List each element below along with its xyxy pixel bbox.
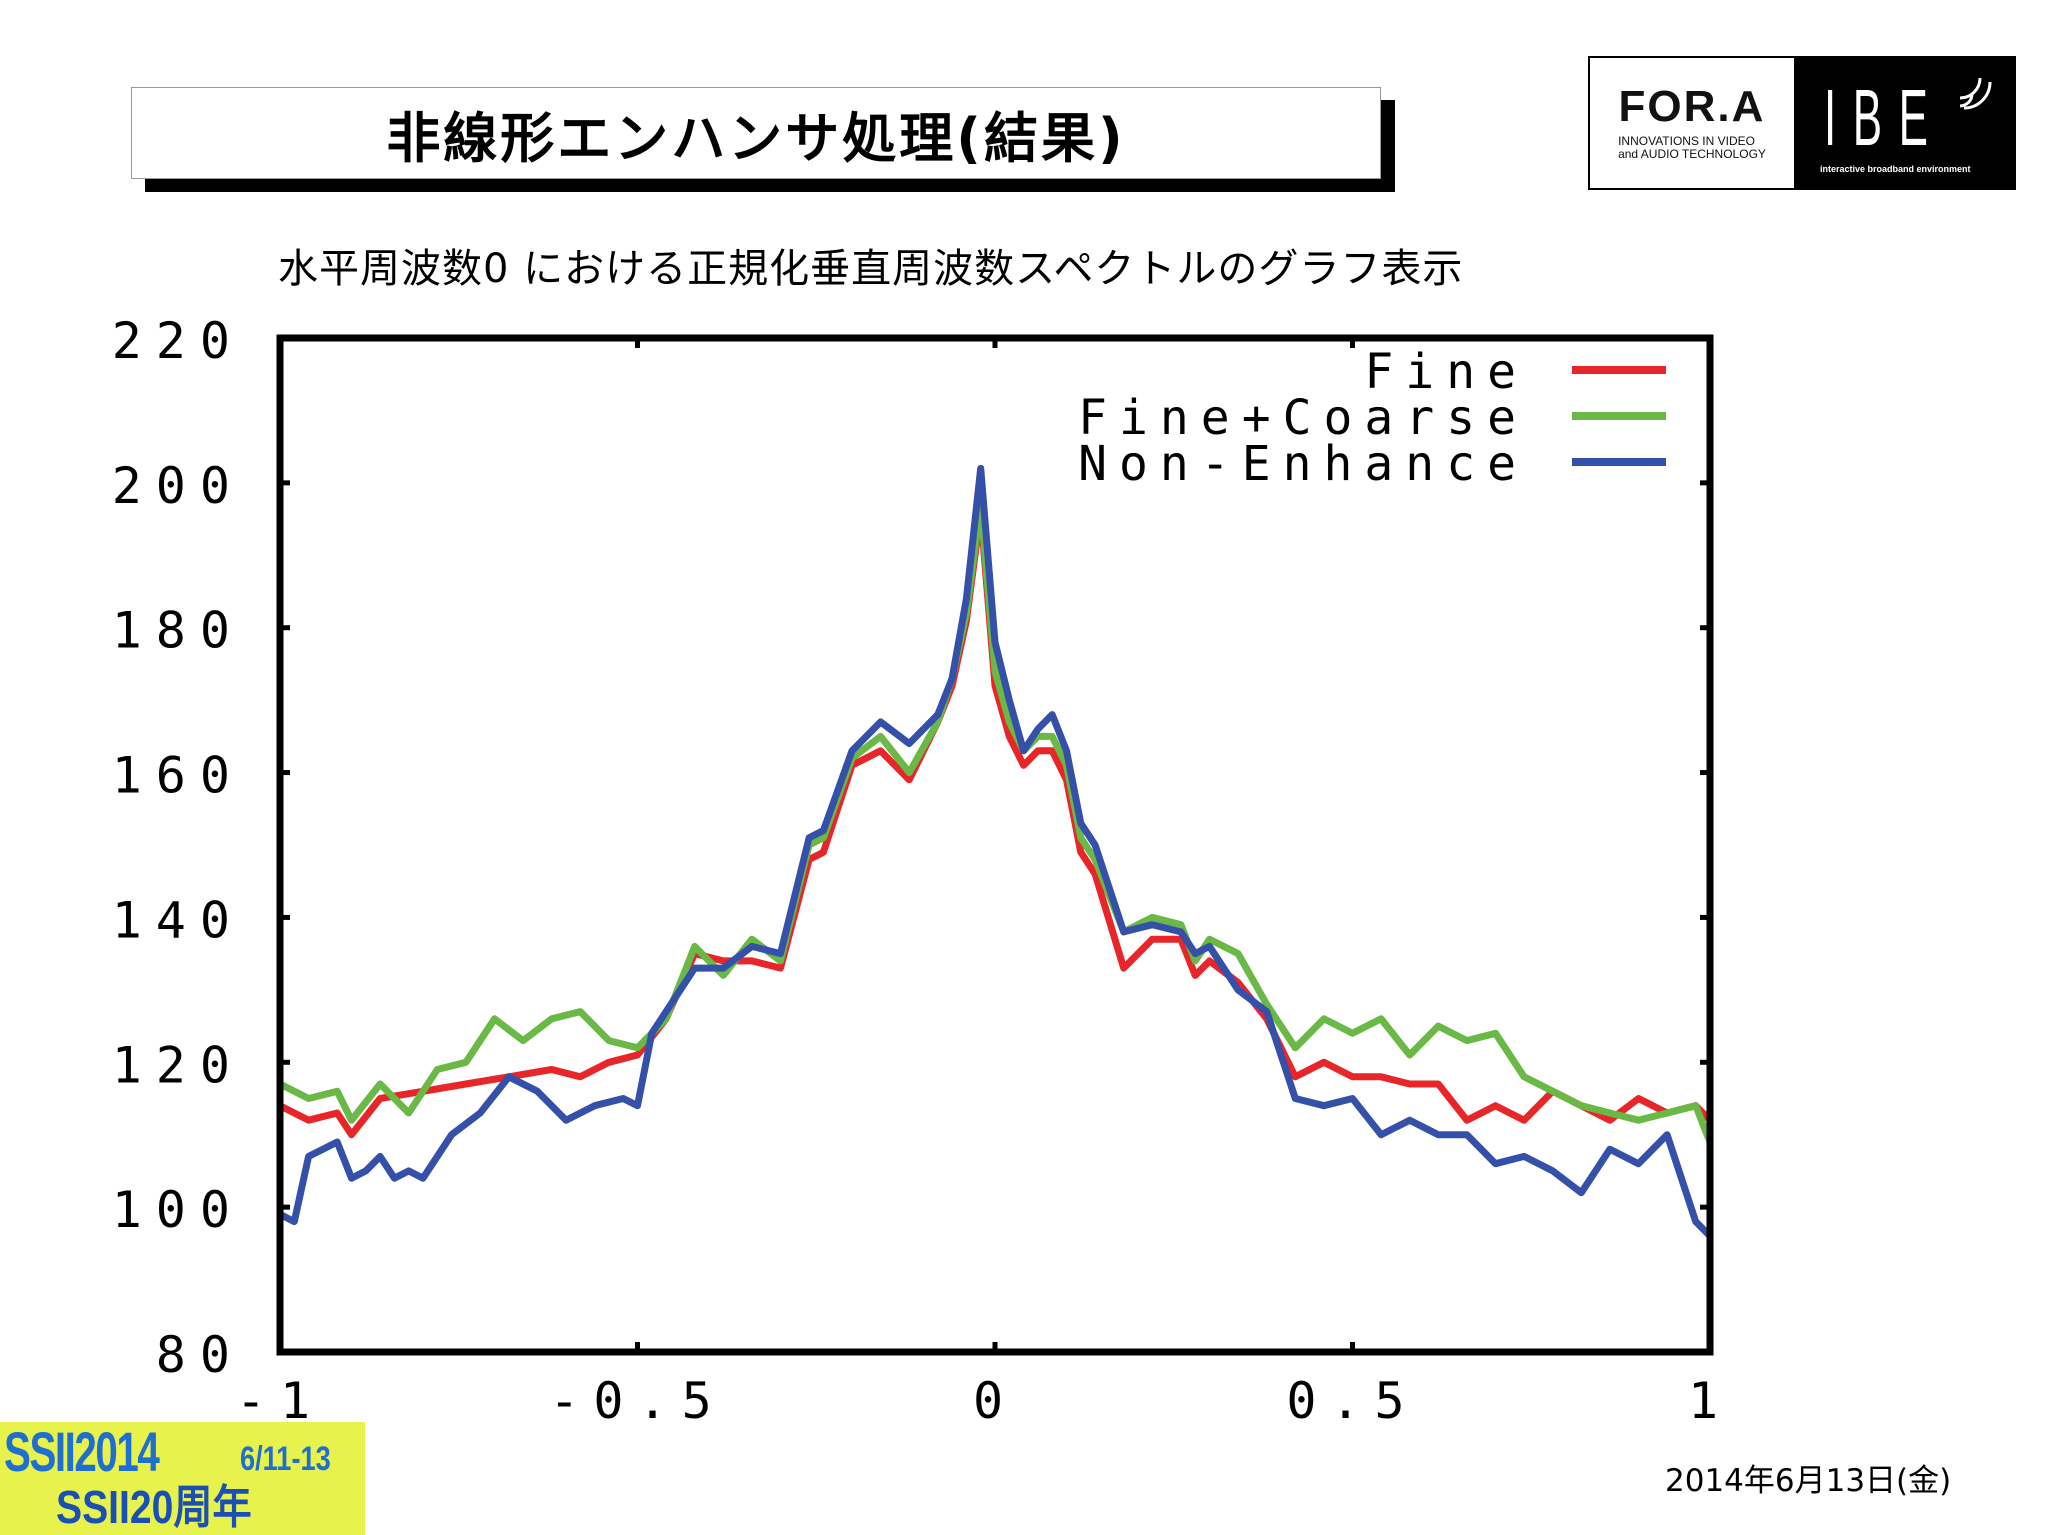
y-tick-label-1: 100 [112, 1181, 244, 1239]
series-line-1 [276, 501, 1714, 1146]
ssii-logo: SSII2014 6/11-13 SSII20周年 [0, 1422, 365, 1535]
x-tick-label-1: -0.5 [549, 1372, 725, 1430]
fora-logo: FOR.A INNOVATIONS IN VIDEO and AUDIO TEC… [1590, 58, 1794, 188]
y-tick-label-4: 160 [112, 747, 244, 805]
ssii-event-name: SSII2014 [4, 1420, 160, 1483]
legend-label-2: Non-Enhance [1078, 436, 1528, 492]
ibe-logo-text: IBE [1824, 73, 1945, 162]
ssii-anniversary: SSII20周年 [56, 1481, 252, 1533]
ssii-event-dates: 6/11-13 [240, 1440, 331, 1478]
broadcast-arcs-icon [1959, 77, 1992, 110]
x-tick-label-0: -1 [236, 1372, 324, 1430]
y-tick-label-6: 200 [112, 457, 244, 515]
presentation-date: 2014年6月13日(金) [1665, 1463, 1952, 1499]
series-line-2 [276, 464, 1714, 1240]
legend-label-1: Fine+Coarse [1078, 390, 1528, 446]
legend-label-0: Fine [1364, 344, 1528, 400]
series-line-0 [276, 508, 1714, 1139]
x-tick-label-4: 1 [1688, 1372, 1732, 1430]
ibe-logo-subtitle: interactive broadband environment [1820, 164, 1971, 174]
title-box: 非線形エンハンサ処理(結果) [131, 87, 1381, 179]
y-tick-label-3: 140 [112, 891, 244, 949]
fora-logo-text: FOR.A [1618, 82, 1766, 131]
page-title: 非線形エンハンサ処理(結果) [386, 106, 1126, 170]
y-tick-label-5: 180 [112, 602, 244, 660]
logo-box: FOR.A INNOVATIONS IN VIDEO and AUDIO TEC… [1588, 56, 2016, 190]
chart-subtitle: 水平周波数0 における正規化垂直周波数スペクトルのグラフ表示 [278, 246, 1464, 292]
fora-tagline: INNOVATIONS IN VIDEO and AUDIO TECHNOLOG… [1618, 134, 1766, 161]
y-tick-label-2: 120 [112, 1036, 244, 1094]
x-tick-label-2: 0 [973, 1372, 1017, 1430]
y-tick-label-7: 220 [112, 312, 244, 370]
x-tick-label-3: 0.5 [1286, 1372, 1418, 1430]
ibe-logo: IBE interactive broadband environment [1794, 58, 2014, 188]
y-tick-label-0: 80 [156, 1326, 244, 1384]
